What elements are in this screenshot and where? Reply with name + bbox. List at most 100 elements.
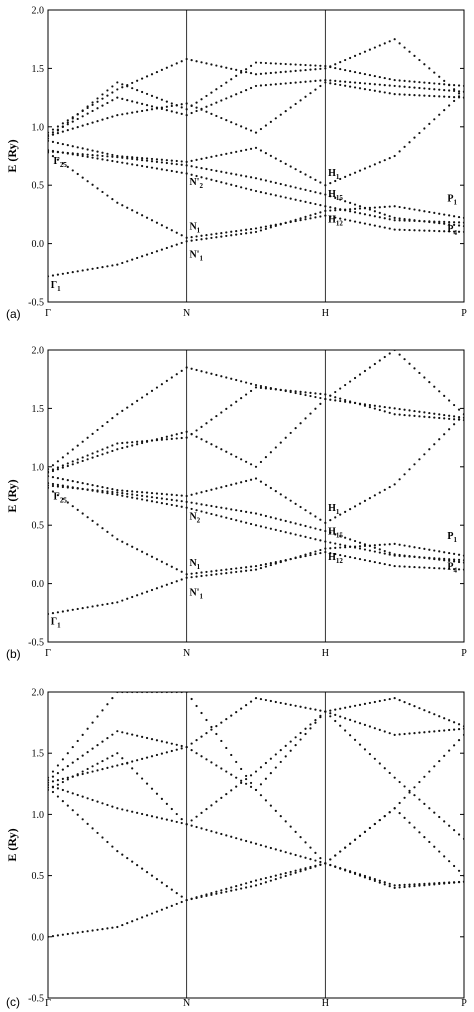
data-point (61, 777, 64, 781)
data-point (141, 90, 144, 94)
data-point (418, 371, 421, 375)
data-point (438, 88, 441, 91)
data-point (51, 133, 55, 136)
data-point (86, 483, 89, 486)
data-point (349, 219, 352, 222)
data-point (339, 83, 342, 87)
data-point (61, 497, 64, 500)
data-point (111, 765, 114, 768)
data-point (314, 212, 317, 215)
data-point (428, 556, 431, 560)
data-point (116, 160, 119, 163)
data-point (269, 180, 272, 183)
data-point (175, 159, 178, 163)
symmetry-point-label: H15 (328, 189, 343, 202)
data-point (319, 539, 322, 542)
data-point (240, 380, 243, 383)
data-point (185, 160, 188, 163)
plot-frame (47, 349, 465, 643)
data-point (423, 884, 426, 887)
data-point (86, 767, 89, 771)
data-point (225, 887, 228, 890)
data-point (230, 886, 233, 889)
data-point (254, 386, 258, 389)
data-point (131, 760, 134, 763)
data-point (423, 415, 426, 418)
data-point (378, 408, 381, 412)
data-point (240, 149, 243, 152)
data-point (76, 607, 79, 611)
data-point (96, 428, 99, 432)
data-point (175, 499, 178, 502)
data-point (61, 466, 64, 469)
data-point (462, 418, 464, 422)
data-point (195, 368, 198, 372)
data-point (378, 699, 381, 703)
data-point (56, 150, 60, 153)
data-point (249, 478, 253, 481)
data-point (274, 388, 277, 391)
data-point (264, 562, 267, 566)
data-point (413, 54, 416, 57)
data-point (111, 805, 114, 808)
data-point (200, 157, 203, 160)
data-point (304, 524, 307, 528)
data-point (398, 801, 401, 805)
data-point (254, 568, 258, 571)
data-point (264, 777, 267, 780)
data-point (353, 54, 357, 57)
data-point (210, 488, 213, 491)
data-point (349, 734, 352, 737)
data-point (96, 100, 99, 103)
data-point (358, 87, 362, 90)
data-point (51, 468, 55, 471)
data-point (160, 436, 163, 440)
data-point (51, 935, 55, 938)
data-point (378, 762, 381, 765)
data-point (289, 749, 292, 752)
data-point (76, 813, 79, 816)
data-point (240, 767, 243, 771)
y-axis-title: E (Ry) (5, 479, 19, 512)
data-point (448, 558, 451, 561)
symmetry-point-label: P4 (447, 562, 457, 575)
data-point (235, 123, 238, 126)
data-point (165, 692, 168, 694)
data-point (408, 228, 411, 232)
data-point (373, 206, 376, 209)
data-point (403, 219, 406, 222)
data-point (91, 456, 94, 459)
band-1 (48, 542, 464, 616)
data-point (210, 504, 213, 508)
data-point (353, 556, 357, 560)
data-point (111, 733, 114, 736)
data-point (116, 81, 119, 84)
data-point (309, 92, 312, 95)
data-point (403, 565, 406, 568)
data-point (403, 85, 406, 88)
data-point (344, 218, 347, 221)
data-point (56, 477, 60, 480)
data-point (71, 460, 74, 463)
data-point (165, 226, 168, 229)
data-point (428, 122, 431, 125)
data-point (428, 94, 431, 97)
data-point (220, 153, 223, 156)
data-point (180, 821, 183, 825)
data-point (304, 509, 307, 512)
data-point (180, 436, 183, 440)
data-point (235, 567, 238, 570)
x-tick-label: Γ (45, 308, 51, 319)
data-point (136, 158, 139, 161)
data-point (51, 274, 55, 277)
data-point (48, 935, 50, 938)
data-point (76, 739, 79, 743)
data-point (136, 497, 139, 500)
data-point (96, 450, 99, 453)
data-point (190, 235, 193, 239)
data-point (86, 155, 89, 158)
data-point (309, 394, 312, 398)
data-point (235, 400, 238, 403)
data-point (131, 87, 134, 90)
data-point (428, 566, 431, 569)
